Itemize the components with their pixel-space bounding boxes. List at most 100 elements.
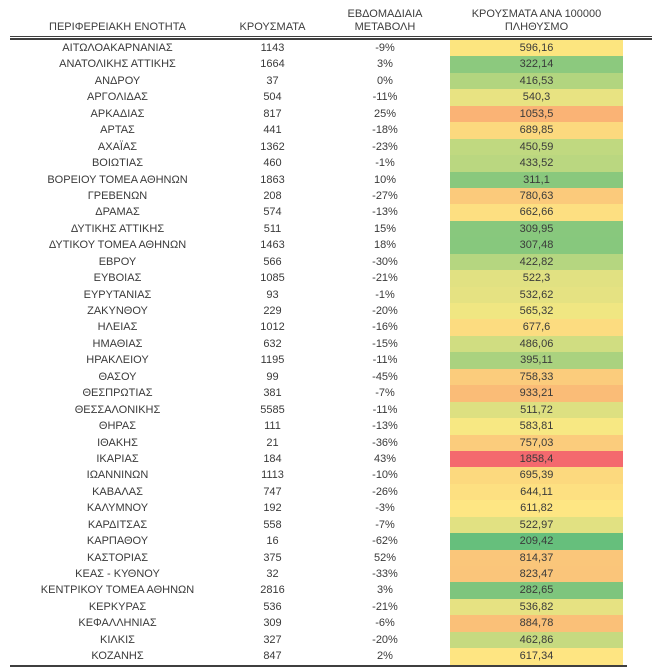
- weekly-change-cell: -15%: [372, 337, 398, 350]
- per-100k-cell: 1053,5: [450, 105, 623, 123]
- cases-cell: 32: [266, 568, 279, 580]
- header-double-border: [10, 36, 652, 40]
- per-100k-cell: 884,78: [450, 615, 623, 632]
- weekly-change-cell: -10%: [372, 469, 398, 482]
- table-row: ΙΩΑΝΝΙΝΩΝ 1113 -10% 695,39: [10, 467, 652, 484]
- table-row: ΑΙΤΩΛΟΑΚΑΡΝΑΝΙΑΣ 1143 -9% 596,16: [10, 40, 652, 57]
- weekly-change-cell: -21%: [372, 272, 398, 285]
- per-100k-cell: 617,34: [450, 648, 623, 665]
- cases-cell: 747: [263, 485, 282, 498]
- weekly-change-cell: -20%: [372, 305, 398, 317]
- per-100k-cell: 565,32: [450, 303, 623, 320]
- per-100k-cell: 311,1: [450, 171, 623, 188]
- cases-cell: 558: [263, 518, 282, 531]
- per-100k-cell: 307,48: [450, 237, 623, 254]
- weekly-change-cell: -7%: [375, 518, 395, 531]
- weekly-change-cell: -33%: [372, 568, 398, 580]
- region-cell: ΚΑΡΔΙΤΣΑΣ: [87, 518, 148, 531]
- cases-cell: 574: [263, 206, 282, 219]
- weekly-change-cell: -13%: [372, 206, 398, 219]
- weekly-change-cell: -30%: [372, 255, 398, 268]
- cases-cell: 1085: [260, 272, 285, 285]
- table-row: ΘΑΣΟΥ 99 -45% 758,33: [10, 368, 652, 386]
- weekly-change-cell: 52%: [373, 551, 397, 564]
- cases-cell: 566: [263, 255, 282, 268]
- table-row: ΔΥΤΙΚΟΥ ΤΟΜΕΑ ΑΘΗΝΩΝ 1463 18% 307,48: [10, 237, 652, 254]
- table-row: ΑΡΚΑΔΙΑΣ 817 25% 1053,5: [10, 105, 652, 123]
- weekly-change-cell: -1%: [375, 288, 395, 301]
- table-row: ΔΥΤΙΚΗΣ ΑΤΤΙΚΗΣ 511 15% 309,95: [10, 220, 652, 238]
- table-row: ΚΑΡΔΙΤΣΑΣ 558 -7% 522,97: [10, 516, 652, 534]
- cases-cell: 111: [264, 420, 281, 433]
- table-row: ΕΥΡΥΤΑΝΙΑΣ 93 -1% 532,62: [10, 286, 652, 303]
- weekly-change-cell: 0%: [377, 74, 393, 87]
- region-cell: ΚΟΖΑΝΗΣ: [91, 650, 144, 663]
- per-100k-cell: 462,86: [450, 631, 623, 649]
- region-cell: ΑΙΤΩΛΟΑΚΑΡΝΑΝΙΑΣ: [62, 42, 173, 54]
- region-cell: ΙΘΑΚΗΣ: [97, 436, 138, 449]
- weekly-change-cell: 18%: [373, 239, 397, 252]
- regional-cases-table: ΠΕΡΙΦΕΡΕΙΑΚΗ ΕΝΟΤΗΤΑ ΚΡΟΥΣΜΑΤΑ ΕΒΔΟΜΑΔΙΑ…: [10, 2, 652, 667]
- weekly-change-cell: -16%: [372, 321, 398, 334]
- per-100k-cell: 662,66: [450, 204, 623, 221]
- region-cell: ΘΗΡΑΣ: [98, 420, 137, 433]
- table-bottom-border: [10, 664, 627, 667]
- cases-cell: 632: [263, 337, 282, 350]
- cases-cell: 2816: [260, 584, 285, 597]
- per-100k-cell: 677,6: [450, 319, 623, 336]
- per-100k-cell: 433,52: [450, 155, 623, 172]
- region-cell: ΚΕΝΤΡΙΚΟΥ ΤΟΜΕΑ ΑΘΗΝΩΝ: [40, 584, 195, 597]
- cases-cell: 1362: [260, 140, 285, 153]
- table-row: ΕΒΡΟΥ 566 -30% 422,82: [10, 253, 652, 271]
- per-100k-cell: 422,82: [450, 253, 623, 271]
- per-100k-cell: 758,33: [450, 368, 623, 386]
- cases-cell: 37: [266, 74, 279, 87]
- region-cell: ΑΡΤΑΣ: [100, 124, 135, 137]
- cases-cell: 192: [263, 502, 282, 515]
- region-cell: ΕΒΡΟΥ: [98, 255, 137, 268]
- region-cell: ΙΚΑΡΙΑΣ: [96, 452, 139, 465]
- table-row: ΚΑΣΤΟΡΙΑΣ 375 52% 814,37: [10, 549, 652, 566]
- region-cell: ΔΡΑΜΑΣ: [95, 206, 140, 219]
- region-cell: ΑΡΚΑΔΙΑΣ: [90, 107, 145, 120]
- per-100k-cell: 689,85: [450, 122, 623, 139]
- table-row: ΘΕΣΣΑΛΟΝΙΚΗΣ 5585 -11% 511,72: [10, 401, 652, 419]
- region-cell: ΘΕΣΠΡΩΤΙΑΣ: [82, 387, 153, 400]
- cases-cell: 536: [263, 600, 282, 613]
- table-row: ΙΚΑΡΙΑΣ 184 43% 1858,4: [10, 450, 652, 468]
- table-row: ΘΗΡΑΣ 111 -13% 583,81: [10, 418, 652, 435]
- region-cell: ΗΡΑΚΛΕΙΟΥ: [86, 354, 149, 367]
- cases-cell: 184: [263, 452, 282, 465]
- cases-cell: 16: [266, 535, 279, 548]
- weekly-change-cell: -9%: [375, 42, 395, 54]
- table-row: ΕΥΒΟΙΑΣ 1085 -21% 522,3: [10, 270, 652, 287]
- weekly-change-cell: 10%: [373, 173, 397, 186]
- weekly-change-cell: -23%: [372, 140, 398, 153]
- region-cell: ΓΡΕΒΕΝΩΝ: [87, 189, 148, 202]
- table-row: ΗΡΑΚΛΕΙΟΥ 1195 -11% 395,11: [10, 352, 652, 369]
- cases-cell: 375: [263, 551, 282, 564]
- weekly-change-cell: -11%: [372, 354, 398, 367]
- per-100k-cell: 780,63: [450, 187, 623, 205]
- weekly-change-cell: -26%: [372, 485, 398, 498]
- per-100k-cell: 309,95: [450, 220, 623, 238]
- column-header-weekly-change: ΕΒΔΟΜΑΔΙΑΙΑ ΜΕΤΑΒΟΛΗ: [347, 8, 423, 33]
- per-100k-cell: 450,59: [450, 138, 623, 156]
- region-cell: ΒΟΡΕΙΟΥ ΤΟΜΕΑ ΑΘΗΝΩΝ: [47, 173, 188, 186]
- table-row: ΒΟΙΩΤΙΑΣ 460 -1% 433,52: [10, 155, 652, 172]
- table-row: ΒΟΡΕΙΟΥ ΤΟΜΕΑ ΑΘΗΝΩΝ 1863 10% 311,1: [10, 171, 652, 188]
- cases-cell: 1463: [260, 239, 285, 252]
- weekly-change-cell: 43%: [373, 452, 397, 465]
- region-cell: ΘΕΣΣΑΛΟΝΙΚΗΣ: [74, 403, 161, 416]
- region-cell: ΑΝΔΡΟΥ: [94, 74, 141, 87]
- region-cell: ΔΥΤΙΚΗΣ ΑΤΤΙΚΗΣ: [70, 222, 165, 235]
- table-row: ΑΡΤΑΣ 441 -18% 689,85: [10, 122, 652, 139]
- per-100k-cell: 416,53: [450, 72, 623, 90]
- cases-cell: 504: [263, 91, 282, 104]
- weekly-change-cell: -1%: [375, 157, 395, 170]
- table-row: ΚΑΡΠΑΘΟΥ 16 -62% 209,42: [10, 533, 652, 550]
- region-cell: ΙΩΑΝΝΙΝΩΝ: [86, 469, 149, 482]
- cases-cell: 99: [266, 370, 279, 383]
- weekly-change-cell: -7%: [375, 387, 395, 400]
- region-cell: ΘΑΣΟΥ: [98, 370, 137, 383]
